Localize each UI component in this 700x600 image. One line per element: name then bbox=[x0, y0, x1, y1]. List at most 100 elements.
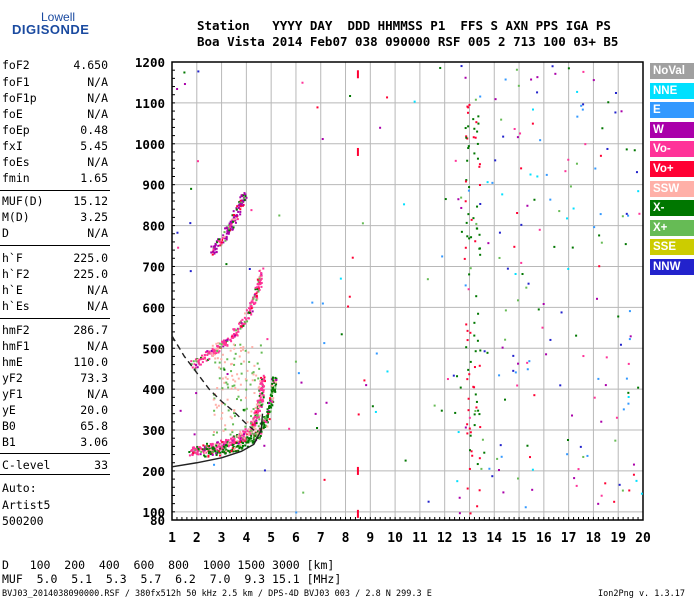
noise-stripe-point bbox=[478, 165, 481, 168]
echo-point bbox=[254, 434, 257, 437]
noise-point bbox=[183, 71, 186, 74]
echo-point bbox=[211, 453, 214, 456]
echo-point bbox=[243, 322, 246, 325]
noise-point bbox=[558, 210, 561, 213]
echo-point bbox=[229, 451, 232, 454]
x-tick-label: 15 bbox=[511, 531, 527, 546]
noise-stripe-point bbox=[465, 135, 468, 138]
echo-point bbox=[243, 316, 246, 319]
echo-point bbox=[231, 228, 234, 231]
noise-stripe-point bbox=[478, 163, 481, 166]
noise-point bbox=[502, 491, 505, 494]
echo-point bbox=[238, 203, 241, 206]
noise-point bbox=[486, 181, 489, 184]
echo-point bbox=[260, 277, 263, 280]
noise-point bbox=[586, 454, 589, 457]
spread-echo bbox=[250, 430, 253, 433]
noise-point bbox=[457, 431, 460, 434]
echo-point bbox=[224, 447, 227, 450]
echo-point bbox=[215, 348, 218, 351]
noise-stripe-point bbox=[471, 454, 474, 457]
echo-point bbox=[263, 378, 266, 381]
spread-echo bbox=[216, 350, 219, 353]
echo-point bbox=[199, 447, 202, 450]
echo-point bbox=[256, 415, 259, 418]
spread-echo bbox=[229, 433, 232, 436]
noise-stripe-point bbox=[468, 273, 471, 276]
param-value: 15.12 bbox=[73, 194, 108, 208]
noise-point bbox=[316, 106, 319, 109]
echo-point bbox=[271, 390, 274, 393]
echo-point bbox=[218, 240, 221, 243]
echo-point bbox=[258, 277, 261, 280]
noise-point bbox=[621, 215, 624, 218]
echo-point bbox=[231, 436, 234, 439]
spread-echo bbox=[234, 352, 237, 355]
noise-point bbox=[488, 467, 491, 470]
echo-point bbox=[258, 429, 261, 432]
y-tick-label: 300 bbox=[142, 423, 165, 438]
spread-echo bbox=[226, 358, 229, 361]
echo-point bbox=[240, 194, 243, 197]
spread-echo bbox=[230, 387, 233, 390]
echo-point bbox=[262, 426, 265, 429]
noise-point bbox=[628, 338, 631, 341]
echo-point bbox=[257, 416, 260, 419]
spread-echo bbox=[245, 407, 248, 410]
echo-point bbox=[212, 250, 215, 253]
noise-point bbox=[622, 408, 625, 411]
echo-point bbox=[257, 401, 260, 404]
echo-point bbox=[265, 415, 268, 418]
spread-echo bbox=[251, 379, 254, 382]
echo-point bbox=[260, 389, 263, 392]
echo-point bbox=[221, 340, 224, 343]
noise-point bbox=[479, 202, 482, 205]
param-row-hmf1: hmF1 N/A bbox=[2, 339, 108, 355]
noise-point bbox=[592, 79, 595, 82]
echo-point bbox=[205, 448, 208, 451]
echo-point bbox=[248, 438, 251, 441]
noise-point bbox=[542, 303, 545, 306]
echo-point bbox=[199, 363, 202, 366]
echo-point bbox=[270, 403, 273, 406]
echo-point bbox=[217, 347, 220, 350]
param-value: N/A bbox=[87, 155, 108, 169]
echo-point bbox=[266, 401, 269, 404]
noise-point bbox=[600, 420, 603, 423]
noise-point bbox=[321, 302, 324, 305]
noise-point bbox=[600, 241, 603, 244]
echo-point bbox=[259, 388, 262, 391]
spread-echo bbox=[254, 432, 257, 435]
param-name: fmin bbox=[2, 171, 30, 185]
echo-point bbox=[207, 452, 210, 455]
noise-point bbox=[551, 65, 554, 68]
param-name: foE bbox=[2, 107, 23, 121]
echo-point bbox=[240, 201, 243, 204]
noise-point bbox=[444, 198, 447, 201]
echo-point bbox=[255, 292, 258, 295]
spread-echo bbox=[237, 395, 240, 398]
spread-echo bbox=[254, 406, 257, 409]
echo-point bbox=[266, 417, 269, 420]
echo-point bbox=[254, 286, 257, 289]
spread-echo bbox=[253, 437, 256, 440]
param-value: N/A bbox=[87, 387, 108, 401]
echo-point bbox=[224, 342, 227, 345]
spread-echo bbox=[218, 377, 221, 380]
legend-e: E bbox=[650, 102, 694, 119]
noise-point bbox=[632, 463, 635, 466]
echo-point bbox=[226, 230, 229, 233]
echo-point bbox=[190, 360, 193, 363]
echo-point bbox=[249, 440, 252, 443]
echo-point bbox=[217, 345, 220, 348]
echo-point bbox=[211, 442, 214, 445]
noise-point bbox=[575, 334, 578, 337]
spread-echo bbox=[215, 431, 218, 434]
echo-point bbox=[202, 448, 205, 451]
spread-echo bbox=[221, 377, 224, 380]
echo-point bbox=[230, 336, 233, 339]
echo-point bbox=[190, 449, 193, 452]
param-row-b0: B0 65.8 bbox=[2, 419, 108, 435]
echo-point bbox=[230, 437, 233, 440]
spread-echo bbox=[215, 406, 218, 409]
